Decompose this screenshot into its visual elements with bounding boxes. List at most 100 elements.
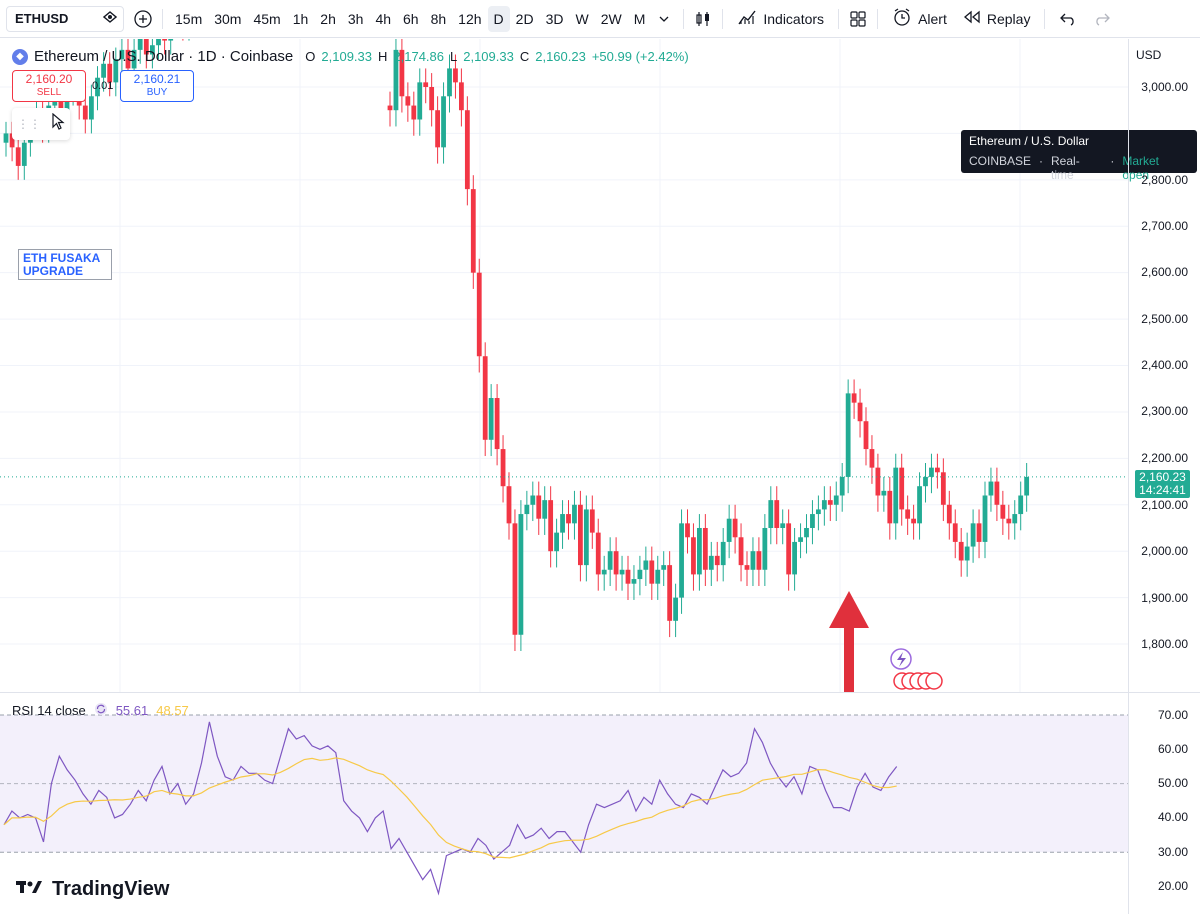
pane-divider[interactable] (0, 692, 1200, 693)
replay-button[interactable]: Replay (955, 6, 1039, 32)
rsi-ma-value: 48.57 (156, 703, 189, 718)
timeframe-4h[interactable]: 4h (375, 10, 392, 27)
candle-body (827, 500, 833, 505)
price-axis[interactable]: 3,000.00 2,800.00 2,700.00 2,600.00 2,500.00… (1128, 39, 1200, 914)
candle-body (691, 537, 696, 575)
redo-icon[interactable] (1089, 6, 1115, 32)
eye-icon[interactable] (102, 11, 118, 26)
candle-body (792, 541, 797, 575)
price-axis-label: 2,300.00 (1141, 404, 1188, 418)
high-value: 2,174.86 (393, 49, 444, 64)
red-arrow-annotation (829, 591, 869, 692)
alarm-clock-icon (892, 7, 912, 30)
candle-body (399, 49, 405, 97)
alert-button[interactable]: Alert (884, 6, 955, 32)
candle-body (393, 49, 399, 111)
candle-body (595, 532, 601, 575)
rsi-title[interactable]: RSI 14 close (12, 703, 86, 718)
timeframe-6h[interactable]: 6h (403, 10, 419, 27)
refresh-icon[interactable] (94, 702, 108, 719)
candle-body (756, 551, 762, 570)
drawing-tools-widget[interactable]: ⋮⋮ (12, 108, 70, 140)
timeframe-45m[interactable]: 45m (253, 10, 281, 27)
sell-button[interactable]: 2,160.20 SELL (12, 70, 86, 102)
undo-icon[interactable] (1055, 6, 1081, 32)
toolbar: ETHUSD 15m 30m 45m 1h 2h 3h 4h 6h 8h 12h D 2D 3D W 2W M… (0, 0, 1200, 38)
candle-body (583, 509, 589, 566)
close-value: 2,160.23 (535, 49, 586, 64)
candle-body (459, 82, 464, 111)
price-axis-label: 1,800.00 (1141, 637, 1188, 651)
timeframe-w[interactable]: W (575, 10, 589, 27)
candle-body (780, 523, 786, 528)
timeframe-1h[interactable]: 1h (292, 10, 309, 27)
add-symbol-icon[interactable] (130, 6, 156, 32)
arrow-head (829, 591, 869, 628)
candle-body (548, 500, 554, 552)
currency-selector[interactable]: USD (1136, 48, 1162, 62)
timeframe-3d[interactable]: 3D (545, 10, 564, 27)
candles-chart-type-icon[interactable] (690, 6, 716, 32)
price-axis-label: 2,100.00 (1141, 498, 1188, 512)
candle-body (119, 49, 125, 60)
price-chart-pane[interactable] (0, 39, 1128, 692)
candle-body (768, 500, 774, 528)
sell-label: SELL (36, 87, 62, 98)
candle-body (958, 541, 964, 561)
bar-countdown: 14:24:41 (1139, 483, 1186, 497)
buy-button[interactable]: 2,160.21 BUY (120, 70, 194, 102)
timeframe-15m[interactable]: 15m (175, 10, 203, 27)
timeframe-d[interactable]: D (487, 5, 510, 32)
candle-body (162, 39, 167, 41)
candle-body (619, 569, 625, 575)
close-key: C (519, 49, 530, 64)
candle-body (702, 527, 708, 570)
candle-body (714, 555, 720, 566)
timeframe-12h[interactable]: 12h (458, 10, 482, 27)
drag-handle-icon[interactable]: ⋮⋮ (17, 117, 41, 131)
candle-body (631, 579, 637, 584)
timeframe-8h[interactable]: 8h (430, 10, 447, 27)
candle-body (512, 523, 518, 635)
layouts-grid-icon[interactable] (845, 6, 871, 32)
rsi-chart[interactable] (0, 693, 1128, 914)
candle-body (839, 476, 845, 496)
candle-body (816, 509, 821, 515)
timeframe-3h[interactable]: 3h (347, 10, 364, 27)
tradingview-logo[interactable]: TradingView (16, 878, 169, 901)
rsi-axis-label: 20.00 (1157, 879, 1188, 893)
chart-legend: ◆ Ethereum / U.S. Dollar · 1D · Coinbase… (12, 48, 689, 65)
candlestick-chart[interactable] (0, 39, 1128, 692)
timeframe-2h[interactable]: 2h (320, 10, 336, 27)
timeframe-2d[interactable]: 2D (515, 10, 534, 27)
sell-price: 2,160.20 (25, 72, 73, 86)
candle-body (744, 565, 750, 570)
timeframe-m[interactable]: M (633, 10, 646, 27)
rsi-pane[interactable] (0, 693, 1128, 914)
price-axis-label: 2,800.00 (1141, 173, 1188, 187)
candle-body (821, 500, 827, 510)
candle-body (506, 486, 512, 524)
timeframe-2w[interactable]: 2W (600, 10, 622, 27)
legend-title[interactable]: Ethereum / U.S. Dollar · 1D · Coinbase (34, 48, 294, 65)
candle-body (804, 527, 809, 538)
fusaka-note[interactable]: ETH FUSAKA UPGRADE (18, 249, 112, 280)
candle-body (518, 514, 524, 635)
candle-body (21, 142, 27, 166)
tooltip-exchange: COINBASE (969, 154, 1032, 168)
current-price-value: 2,160.23 (1139, 470, 1186, 484)
timeframe-30m[interactable]: 30m (214, 10, 242, 27)
rsi-axis-label: 50.00 (1157, 776, 1188, 790)
indicators-button[interactable]: Indicators (729, 6, 832, 32)
candle-body (1000, 504, 1006, 519)
cursor-arrow-icon[interactable] (51, 112, 65, 136)
candle-body (673, 597, 678, 621)
lightning-glyph (897, 652, 906, 667)
candle-body (1018, 495, 1024, 515)
symbol-search[interactable]: ETHUSD (6, 5, 124, 32)
open-key: O (305, 49, 316, 64)
price-axis-label: 3,000.00 (1141, 80, 1188, 94)
candle-body (833, 495, 839, 505)
chevron-down-icon[interactable] (651, 6, 677, 32)
candle-body (589, 509, 595, 533)
